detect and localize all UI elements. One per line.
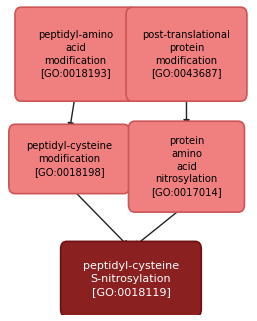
Text: peptidyl-cysteine
modification
[GO:0018198]: peptidyl-cysteine modification [GO:00181…: [26, 141, 112, 177]
FancyBboxPatch shape: [128, 121, 244, 212]
FancyBboxPatch shape: [15, 7, 136, 101]
Text: peptidyl-cysteine
S-nitrosylation
[GO:0018119]: peptidyl-cysteine S-nitrosylation [GO:00…: [83, 261, 179, 297]
Text: peptidyl-amino
acid
modification
[GO:0018193]: peptidyl-amino acid modification [GO:001…: [38, 30, 113, 78]
FancyBboxPatch shape: [126, 7, 247, 101]
FancyBboxPatch shape: [9, 124, 130, 194]
Text: protein
amino
acid
nitrosylation
[GO:0017014]: protein amino acid nitrosylation [GO:001…: [151, 136, 222, 197]
Text: post-translational
protein
modification
[GO:0043687]: post-translational protein modification …: [143, 30, 231, 78]
FancyBboxPatch shape: [61, 241, 201, 317]
